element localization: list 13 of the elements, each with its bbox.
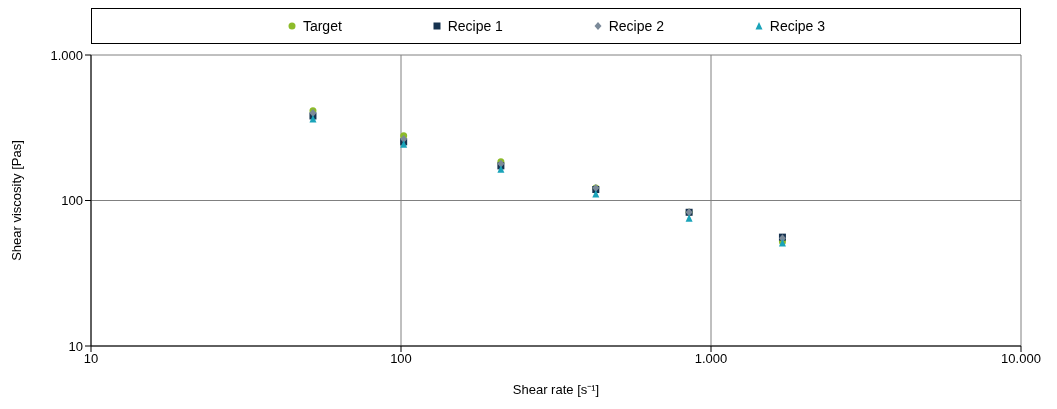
legend-label: Recipe 2 xyxy=(608,18,664,34)
y-tick-label: 1.000 xyxy=(50,47,83,63)
y-tick-label: 100 xyxy=(61,193,83,209)
y-axis-title: Shear viscosity [Pas] xyxy=(8,140,24,261)
legend-label: Recipe 3 xyxy=(769,18,826,34)
x-axis-title: Shear rate [s⁻¹] xyxy=(512,382,600,397)
x-tick-label: 10 xyxy=(83,351,99,367)
x-tick-label: 10.000 xyxy=(1001,351,1041,367)
legend-label: Recipe 1 xyxy=(447,18,503,34)
legend-label: Target xyxy=(302,18,342,34)
x-tick-label: 1.000 xyxy=(694,351,728,367)
x-tick-label: 100 xyxy=(390,351,412,367)
y-tick-label: 10 xyxy=(68,338,83,354)
